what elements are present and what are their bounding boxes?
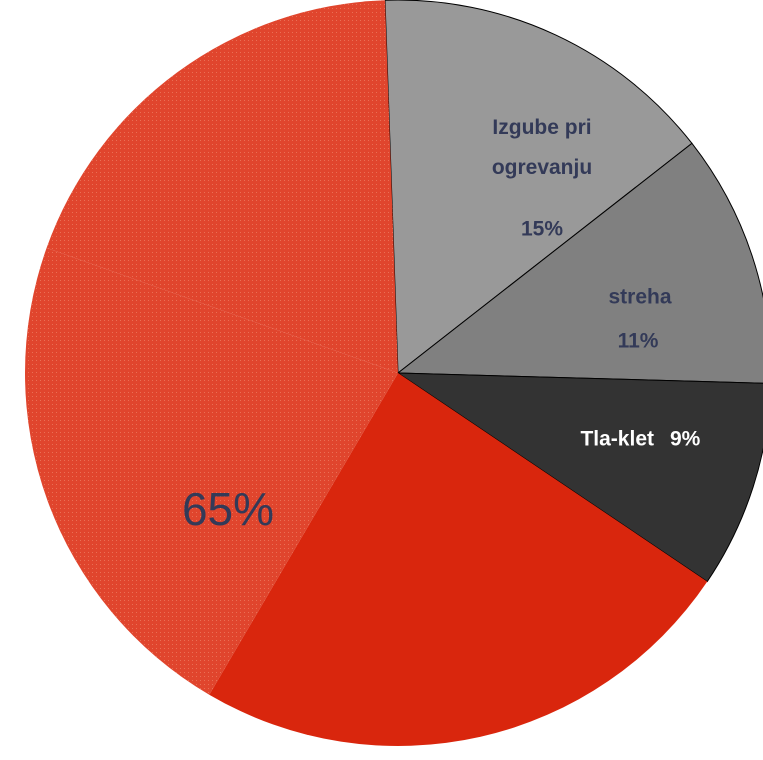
- label-line: Izgube pri: [492, 116, 591, 139]
- pie-slice: [396, 142, 763, 384]
- value-label: 11%: [618, 330, 659, 353]
- pie-slice: [209, 373, 708, 746]
- slice-texture: [46, 0, 398, 373]
- value-label: 9%: [670, 428, 701, 451]
- slice-label: Izgube pri ogrevanju: [492, 116, 592, 179]
- slice-texture: [24, 247, 398, 695]
- slice-label: streha: [608, 286, 671, 309]
- label-line: ogrevanju: [492, 156, 592, 179]
- annotation: 65%: [182, 483, 274, 535]
- pie-slice: [384, 0, 693, 374]
- pie-slice: [396, 372, 763, 583]
- slice-label: Tla-klet: [580, 428, 654, 451]
- value-label: 15%: [521, 218, 563, 241]
